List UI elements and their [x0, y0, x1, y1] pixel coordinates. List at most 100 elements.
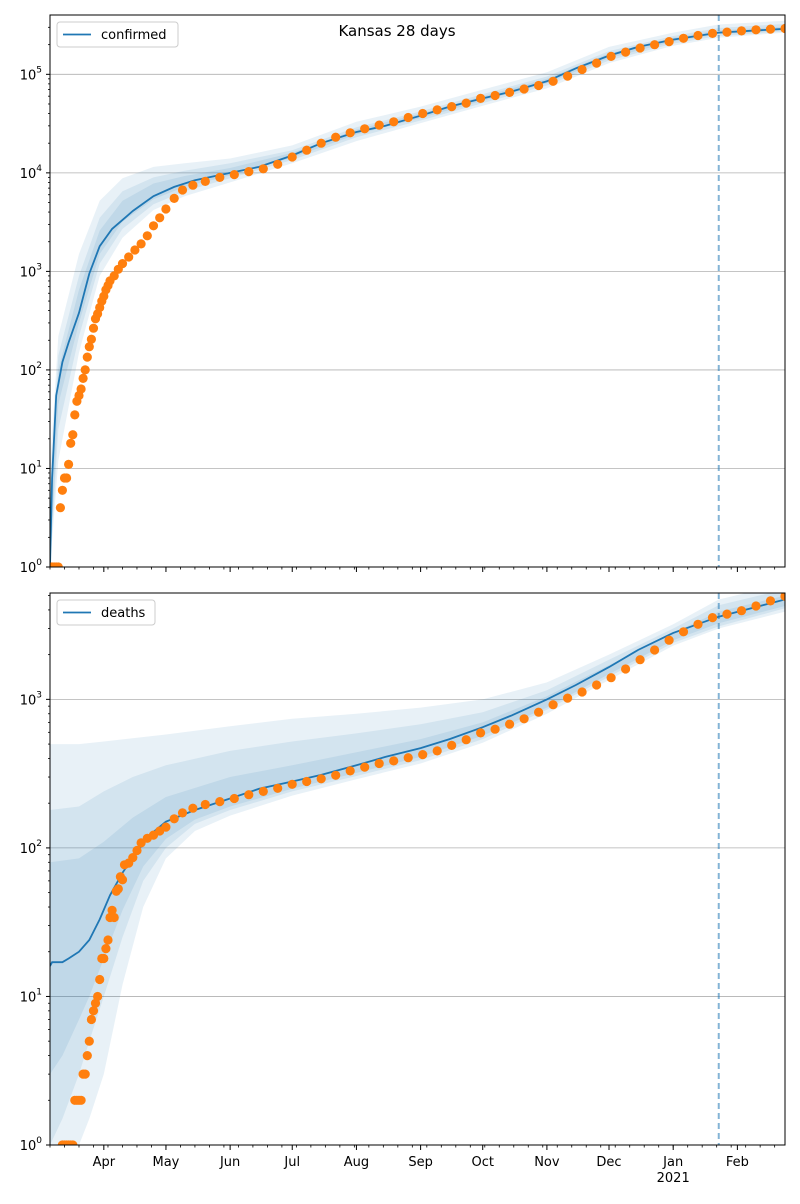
legend: deaths — [56, 599, 156, 626]
observed-point — [345, 128, 355, 138]
observed-point — [751, 25, 761, 35]
observed-point — [155, 213, 165, 223]
observed-point — [780, 593, 785, 601]
plot-frame — [49, 592, 786, 1146]
observed-point — [432, 746, 442, 756]
y-tick-label: 103 — [20, 690, 42, 708]
observed-point — [95, 974, 105, 985]
observed-point — [707, 613, 718, 623]
y-tick-label: 105 — [20, 65, 42, 83]
legend: confirmed — [56, 21, 179, 48]
observed-point — [215, 172, 225, 182]
observed-point — [273, 783, 283, 793]
observed-point — [534, 707, 544, 717]
observed-point — [244, 790, 254, 800]
observed-point — [765, 24, 776, 34]
observed-point — [736, 26, 747, 36]
observed-point — [161, 204, 171, 214]
observed-point — [519, 84, 529, 94]
observed-point — [621, 47, 631, 57]
observed-point — [548, 700, 558, 710]
observed-point — [505, 87, 515, 97]
observed-point — [273, 159, 283, 169]
observed-point — [200, 799, 210, 810]
y-tick-label: 102 — [20, 839, 42, 857]
x-tick-label: Jun — [219, 1155, 240, 1170]
observed-point — [215, 797, 225, 807]
observed-point — [80, 365, 90, 375]
observed-point — [577, 687, 587, 697]
observed-point — [109, 912, 119, 923]
observed-point — [447, 102, 457, 112]
observed-point — [88, 323, 99, 333]
observed-point — [707, 28, 718, 38]
observed-point — [53, 562, 63, 567]
observed-point — [188, 803, 198, 813]
observed-point — [88, 1006, 99, 1016]
observed-point — [505, 719, 515, 729]
x-tick-label: Oct — [471, 1155, 493, 1170]
observed-point — [82, 352, 92, 362]
x-tick-label: Jan — [662, 1155, 683, 1170]
observed-point — [389, 756, 399, 766]
observed-point — [130, 245, 140, 255]
observed-point — [244, 167, 254, 177]
plot-area — [50, 593, 785, 1145]
observed-point — [229, 170, 239, 180]
observed-point — [736, 606, 747, 616]
observed-point — [107, 905, 117, 915]
x-tick-label: Sep — [408, 1155, 433, 1170]
observed-point — [302, 776, 312, 787]
x-tick-label: Apr — [93, 1155, 116, 1170]
observed-point — [461, 735, 471, 745]
x-tick-label: Feb — [726, 1155, 749, 1170]
x-ticks — [49, 567, 776, 572]
legend-box — [56, 21, 179, 48]
observed-point — [664, 635, 674, 645]
x-year-label: 2021 — [657, 1171, 690, 1186]
observed-point — [693, 30, 703, 41]
observed-point — [84, 1036, 94, 1046]
grid-lines — [50, 698, 785, 997]
y-tick-label: 103 — [20, 262, 42, 280]
legend-label: deaths — [101, 606, 146, 621]
observed-point — [113, 884, 123, 894]
confirmed-panel: 100 101 102 103 104 105 confirmed — [20, 14, 786, 576]
observed-point — [142, 231, 152, 241]
y-ticks: 100 101 102 103 — [20, 595, 50, 1154]
observed-point — [287, 152, 297, 162]
observed-point — [101, 944, 111, 954]
observed-point — [650, 645, 660, 655]
observed-point — [693, 619, 703, 629]
observed-point — [403, 753, 413, 763]
observed-point — [403, 112, 413, 123]
observed-point — [148, 221, 159, 231]
observed-point — [476, 93, 486, 103]
observed-point — [287, 779, 297, 789]
observed-point — [447, 740, 457, 751]
observed-point — [55, 503, 65, 513]
observed-point — [229, 793, 239, 804]
observed-point — [177, 185, 188, 195]
observed-point — [86, 334, 96, 344]
observed-point — [577, 64, 587, 75]
y-tick-label: 104 — [20, 164, 43, 182]
y-tick-label: 100 — [20, 1136, 43, 1154]
observed-point — [490, 90, 500, 101]
observed-point — [780, 23, 785, 34]
observed-point — [621, 664, 631, 674]
deaths-panel: 100 101 102 103 Apr May Jun Jul Aug Sep Oct Nov Dec J… — [20, 592, 786, 1186]
observed-point — [331, 132, 341, 142]
observed-point — [128, 853, 138, 863]
observed-point — [534, 80, 544, 91]
observed-point — [86, 1014, 96, 1025]
observed-point — [635, 655, 645, 665]
observed-point — [76, 384, 86, 394]
observed-point — [563, 693, 573, 703]
observed-point — [78, 373, 88, 383]
observed-point — [68, 430, 78, 440]
x-ticks: Apr May Jun Jul Aug Sep Oct Nov Dec Jan Feb 2021 — [49, 1145, 776, 1186]
x-tick-label: Dec — [596, 1155, 621, 1170]
observed-point — [418, 750, 428, 760]
observed-point — [331, 770, 341, 780]
